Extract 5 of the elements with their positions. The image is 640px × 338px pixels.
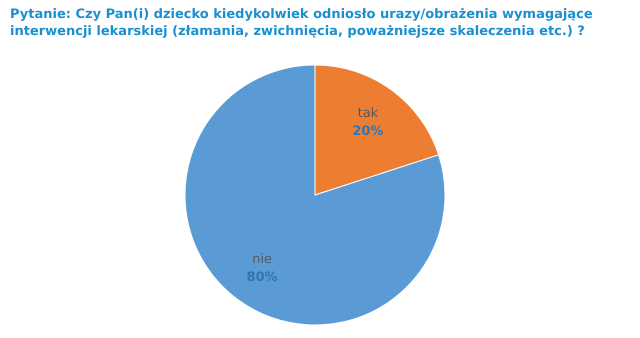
chart-title: Pytanie: Czy Pan(i) dziecko kiedykolwiek odniosło urazy/obrażenia wymagające interwencji lekarskiej (złamania, zwichnięcia, poważniejsze skaleczenia etc.) ?	[10, 6, 594, 40]
slice-label: tak	[358, 106, 379, 122]
pie-slice	[184, 64, 446, 326]
slice-label: nie	[252, 252, 272, 267]
data-label: 20%	[352, 124, 384, 140]
